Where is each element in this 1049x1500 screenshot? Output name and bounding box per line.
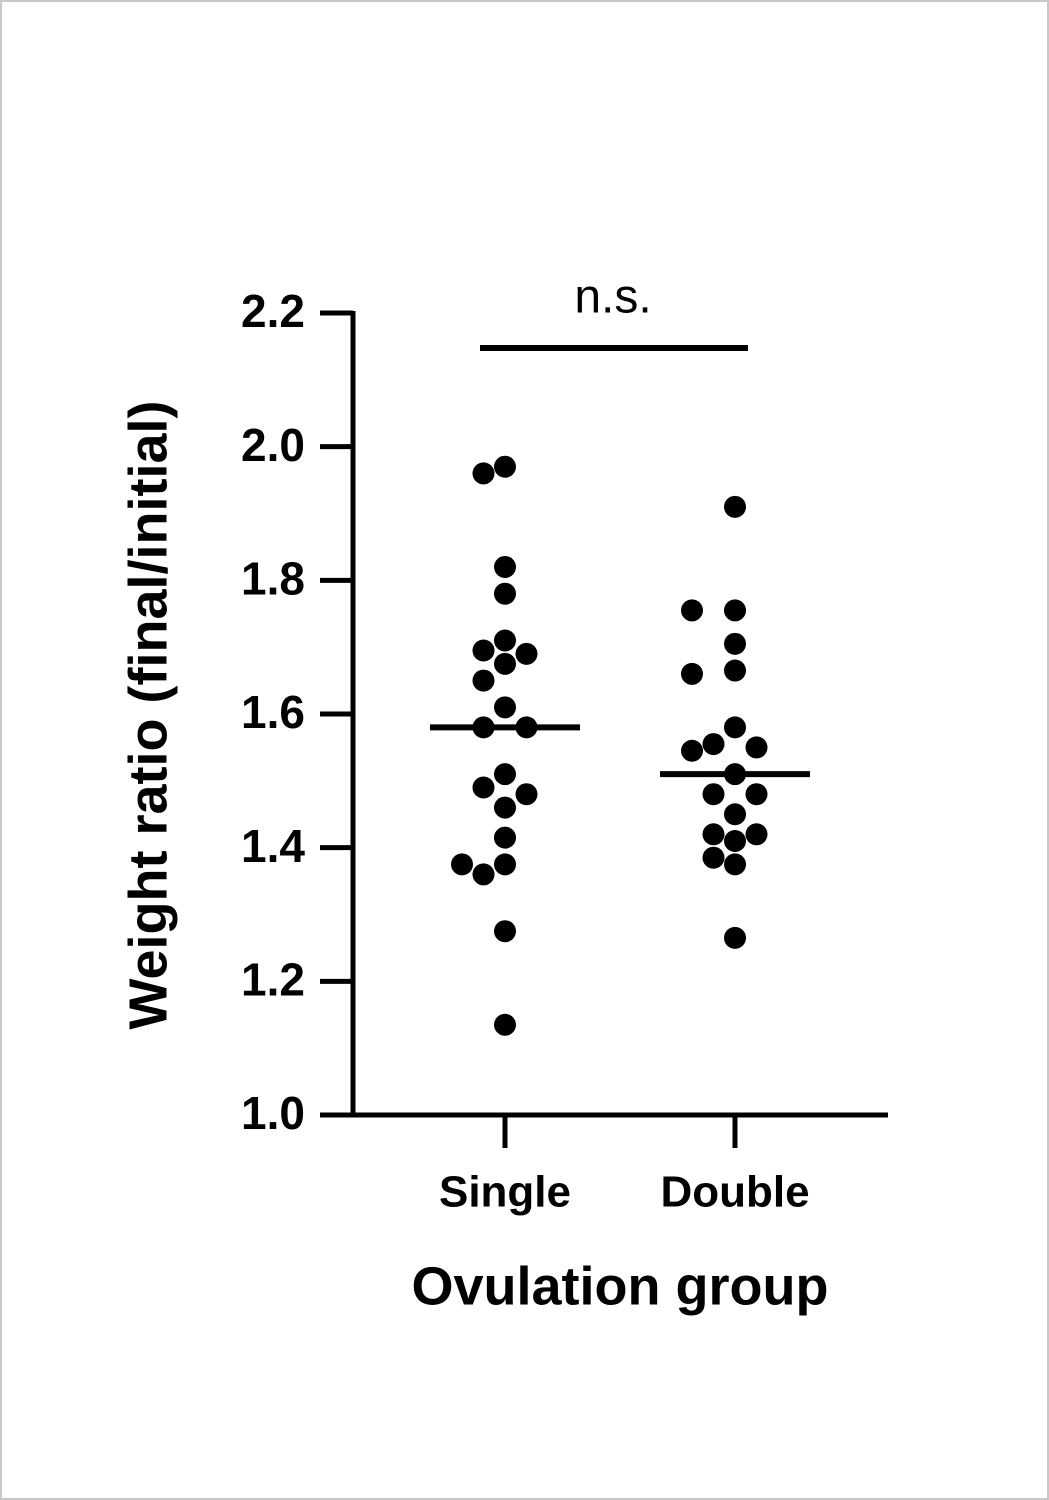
data-point [472, 462, 495, 485]
data-point [702, 846, 725, 869]
data-point [681, 599, 703, 622]
data-point [724, 803, 746, 826]
data-point [745, 783, 768, 806]
data-point [515, 783, 538, 806]
data-point [681, 662, 703, 685]
y-tick-label: 1.4 [241, 820, 305, 872]
significance-label: n.s. [574, 271, 651, 324]
data-point [745, 736, 768, 759]
data-point [494, 696, 516, 719]
data-point [494, 652, 516, 675]
data-point [724, 926, 746, 949]
y-tick-label: 1.2 [241, 953, 305, 1005]
x-tick-label: Double [660, 1168, 809, 1217]
data-point [494, 796, 516, 819]
data-point [494, 455, 516, 478]
data-point [515, 642, 538, 665]
data-point [494, 763, 516, 786]
data-point [724, 495, 746, 518]
data-point [494, 555, 516, 578]
data-point [472, 863, 495, 886]
y-tick-label: 1.0 [241, 1087, 305, 1139]
data-point [472, 776, 495, 799]
y-tick-label: 2.2 [241, 285, 305, 337]
x-tick-label: Single [439, 1168, 571, 1217]
data-point [724, 599, 746, 622]
data-point [745, 823, 768, 846]
data-point [472, 639, 495, 662]
data-point [472, 669, 495, 692]
data-point [724, 716, 746, 739]
data-point [494, 1013, 516, 1036]
data-point [451, 853, 473, 876]
data-point [724, 829, 746, 852]
y-tick-label: 1.6 [241, 686, 305, 738]
data-point [702, 783, 725, 806]
data-point [494, 920, 516, 943]
data-point [724, 632, 746, 655]
data-point [494, 853, 516, 876]
data-point [494, 826, 516, 849]
data-point [702, 823, 725, 846]
data-point [494, 629, 516, 652]
y-tick-label: 2.0 [241, 419, 305, 471]
y-axis-title: Weight ratio (final/initial) [118, 401, 178, 1030]
data-point [724, 659, 746, 682]
data-point [494, 582, 516, 605]
x-axis-title: Ovulation group [412, 1256, 829, 1316]
y-tick-label: 1.8 [241, 552, 305, 604]
data-point [724, 853, 746, 876]
data-point [681, 739, 703, 762]
data-point [702, 733, 725, 756]
